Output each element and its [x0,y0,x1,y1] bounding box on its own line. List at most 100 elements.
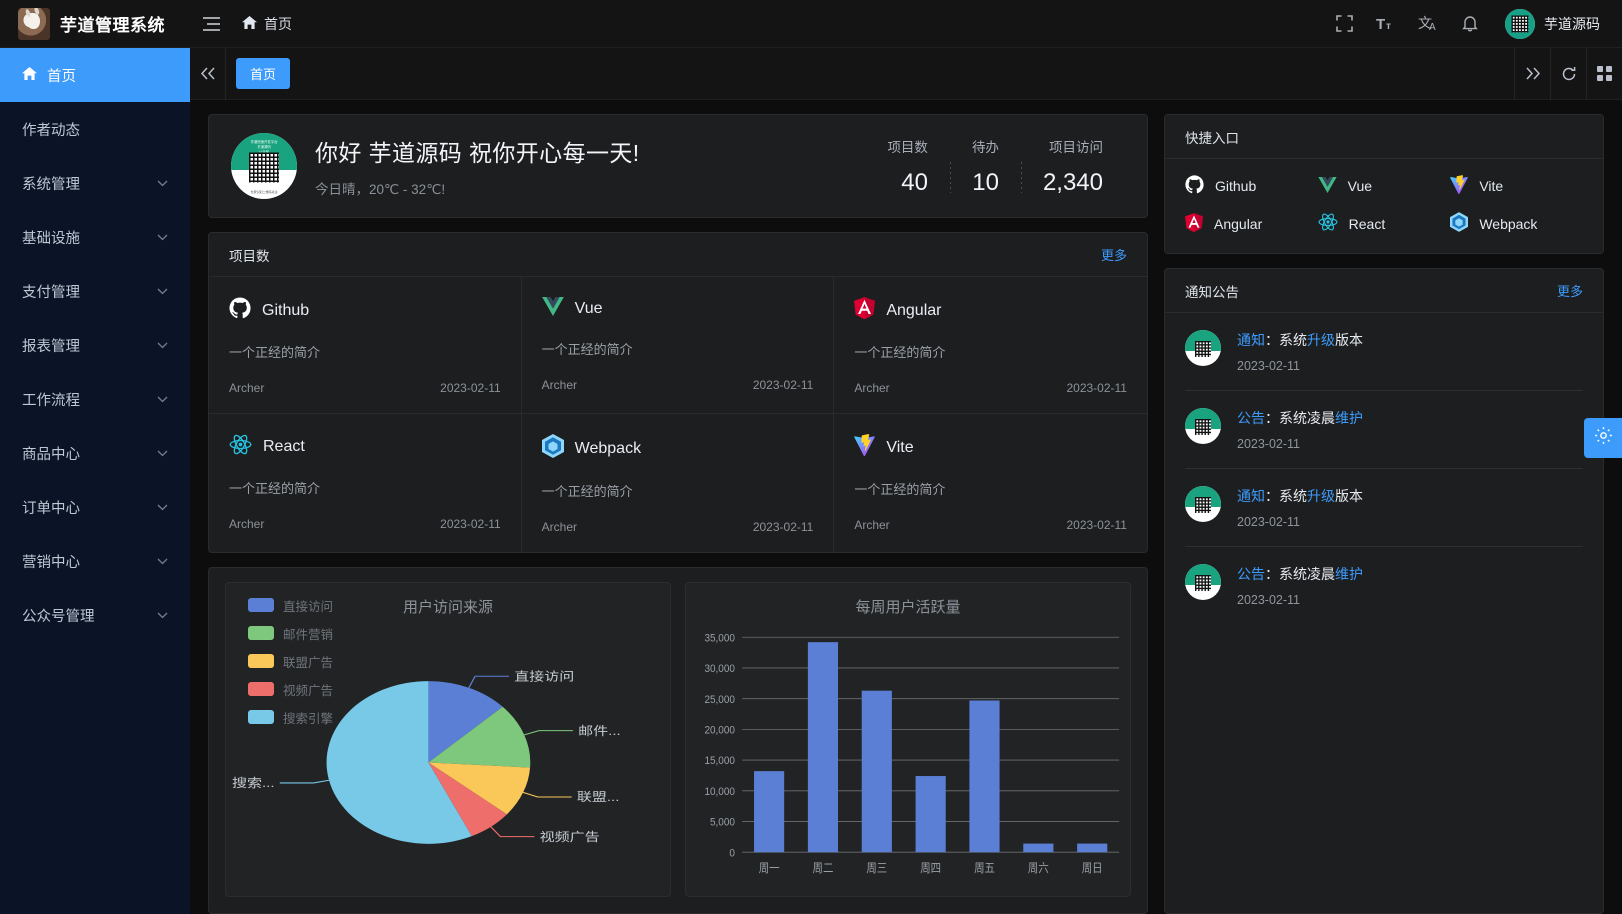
notice-item[interactable]: 通知：系统升级版本 2023-02-11 [1185,313,1583,391]
legend-label: 视频广告 [283,683,334,698]
home-icon [242,15,257,32]
menu-icon[interactable] [190,16,232,31]
grid-icon[interactable] [1586,47,1622,100]
quick-entry-label: Vue [1347,178,1373,194]
sidebar-item-label: 订单中心 [22,500,80,517]
legend-item[interactable]: 邮件营销 [248,619,333,647]
brand[interactable]: 芋道管理系统 [0,7,190,40]
fullscreen-icon[interactable] [1325,0,1363,48]
bar[interactable] [969,700,1000,853]
sidebar-item-marketing[interactable]: 营销中心 [0,534,190,588]
project-author: Archer [229,381,265,395]
legend-item[interactable]: 联盟广告 [248,647,333,675]
bar[interactable] [807,642,839,853]
svg-text:т: т [1386,21,1391,32]
tab-home[interactable]: 首页 [236,58,291,89]
sidebar: 首页 作者动态 系统管理 基础设施 支付管理 报表管理 工作流程 [0,48,190,914]
webpack-icon [1450,212,1469,235]
project-card[interactable]: Angular 一个正经的简介 Archer 2023-02-11 [834,277,1147,414]
legend-item[interactable]: 直接访问 [248,591,333,619]
sidebar-item-author-news[interactable]: 作者动态 [0,102,190,156]
sidebar-item-report[interactable]: 报表管理 [0,318,190,372]
notice-item[interactable]: 公告：系统凌晨维护 2023-02-11 [1185,547,1583,624]
bar[interactable] [1077,843,1108,853]
chevron-double-left-icon[interactable] [190,47,226,100]
legend-swatch [248,654,274,668]
notice-date: 2023-02-11 [1237,359,1301,373]
notice-avatar [1185,330,1221,366]
settings-fab[interactable] [1584,418,1622,458]
sidebar-item-payment[interactable]: 支付管理 [0,264,190,318]
pie-plot: 直接访问邮件...联盟...视频广告搜索... [232,669,621,844]
font-size-icon[interactable]: T т [1367,0,1405,48]
sidebar-item-infrastructure[interactable]: 基础设施 [0,210,190,264]
notice-title: 通知：系统升级版本 [1237,486,1583,506]
quick-entry-vite[interactable]: Vite [1450,175,1583,197]
breadcrumb-label: 首页 [264,15,292,32]
notice-avatar [1185,486,1221,522]
user-menu[interactable]: 芋道源码 [1493,0,1608,48]
charts-card: 用户访问来源 直接访问 邮件营销 联盟广告 视频广告 搜索引擎 [208,567,1148,914]
sidebar-item-order[interactable]: 订单中心 [0,480,190,534]
project-date: 2023-02-11 [752,378,814,392]
app-title: 芋道管理系统 [60,16,165,35]
pie-slice[interactable] [326,681,472,844]
quick-entry-vue[interactable]: Vue [1318,175,1451,197]
bar-chart-title: 每周用户活跃量 [855,599,961,616]
chevron-down-icon [157,499,168,515]
y-tick-label: 20,000 [704,724,734,737]
sidebar-item-label: 基础设施 [22,230,80,247]
quick-entry-angular[interactable]: Angular [1185,212,1318,235]
quick-entry-webpack[interactable]: Webpack [1450,212,1583,235]
notices-more-link[interactable]: 更多 [1556,284,1583,299]
stat-value: 40 [901,168,928,196]
project-desc: 一个正经的简介 [854,345,946,360]
legend-item[interactable]: 视频广告 [248,675,333,703]
project-card[interactable]: Vue 一个正经的简介 Archer 2023-02-11 [521,277,835,414]
sidebar-item-system[interactable]: 系统管理 [0,156,190,210]
bar[interactable] [915,776,946,853]
body: 首页 作者动态 系统管理 基础设施 支付管理 报表管理 工作流程 [0,47,1622,914]
notices-list: 通知：系统升级版本 2023-02-11 公告：系统凌晨维护 [1165,313,1603,624]
notice-item[interactable]: 公告：系统凌晨维护 2023-02-11 [1185,391,1583,469]
quick-entry-react[interactable]: React [1318,212,1451,235]
project-card[interactable]: Webpack 一个正经的简介 Archer 2023-02-11 [522,414,835,552]
pie-slice[interactable] [428,681,503,763]
legend-swatch [248,682,274,696]
content: 芋道快速开发平台芋道源码公众号 长按识别二维码关注 你好 芋道源码 祝你开心每一… [190,100,1622,914]
bar[interactable] [861,690,892,853]
chevron-double-right-icon[interactable] [1514,47,1550,100]
pie-slice[interactable] [428,762,507,837]
breadcrumb[interactable]: 首页 [242,14,292,34]
pie-slice[interactable] [428,762,531,815]
sidebar-item-product[interactable]: 商品中心 [0,426,190,480]
legend-item[interactable]: 搜索引擎 [248,703,333,731]
sidebar-item-mp[interactable]: 公众号管理 [0,588,190,642]
refresh-icon[interactable] [1550,47,1586,100]
projects-more-link[interactable]: 更多 [1100,248,1127,263]
quick-entry-github[interactable]: Github [1185,175,1318,197]
bar[interactable] [1023,843,1054,853]
bar[interactable] [754,771,785,853]
stat-label: 待办 [971,139,999,155]
sidebar-item-workflow[interactable]: 工作流程 [0,372,190,426]
notice-item[interactable]: 通知：系统升级版本 2023-02-11 [1185,469,1583,547]
project-card[interactable]: Github 一个正经的简介 Archer 2023-02-11 [209,277,522,414]
notice-title: 公告：系统凌晨维护 [1237,564,1583,584]
svg-text:T: T [1376,16,1385,32]
project-name: Vite [886,438,914,456]
projects-title: 项目数 [229,248,270,264]
project-card[interactable]: Vite 一个正经的简介 Archer 2023-02-11 [834,414,1147,552]
bell-icon[interactable] [1451,0,1489,48]
sidebar-item-home[interactable]: 首页 [0,48,190,102]
notice-highlight: 升级 [1307,488,1335,504]
bar-y-ticks: 0 5,000 10,000 15,000 20,000 25,000 30,000 35,0… [704,632,734,860]
pie-slice[interactable] [428,706,531,768]
app-logo-icon [18,7,50,40]
notice-kind: 公告 [1237,410,1265,426]
stat-todo: 待办 10 [949,136,1021,197]
notice-kind: 通知 [1237,332,1265,348]
project-card[interactable]: React 一个正经的简介 Archer 2023-02-11 [209,414,522,552]
